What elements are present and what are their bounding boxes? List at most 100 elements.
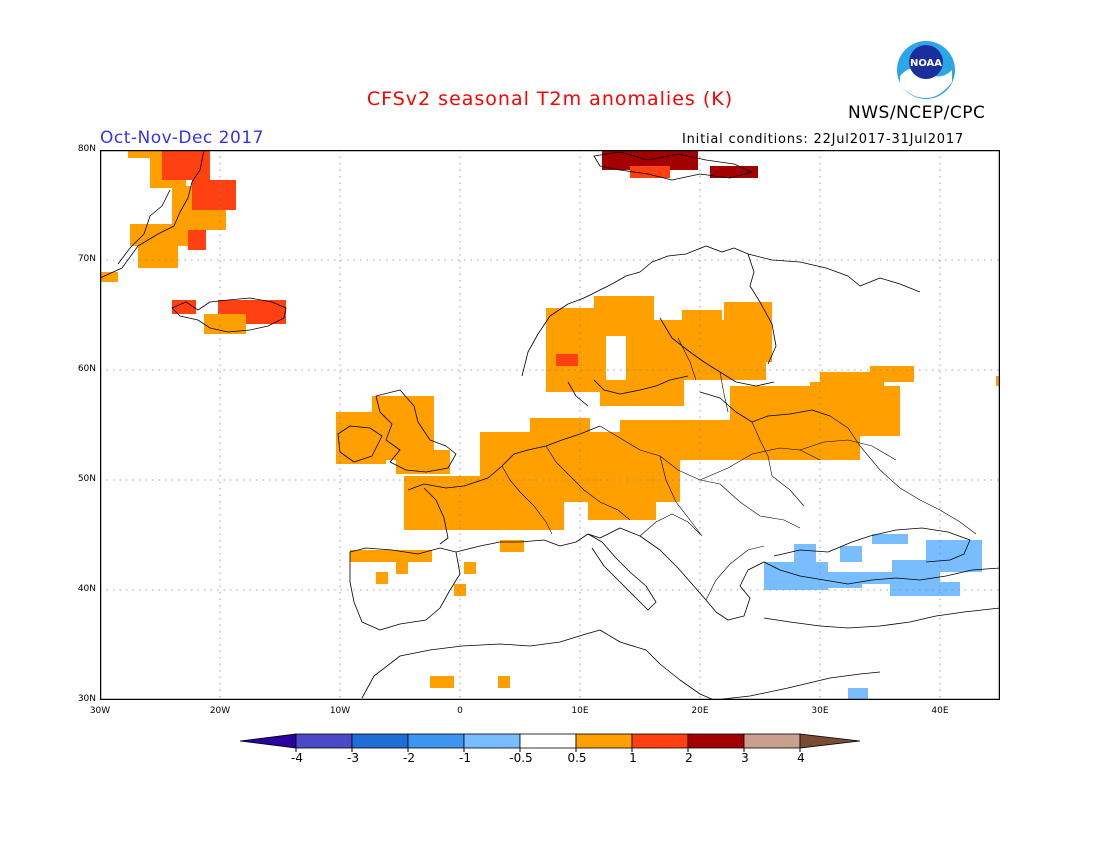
- colorbar-label: 2: [685, 751, 693, 765]
- lat-tick-50n: 50N: [77, 474, 96, 484]
- colorbar-segment: [407, 733, 465, 749]
- noaa-logo-text: NOAA: [910, 58, 942, 69]
- anomaly-cell: [138, 246, 178, 268]
- anomaly-cell: [794, 544, 816, 564]
- country-borders: [501, 337, 977, 601]
- coastline: [763, 561, 1000, 585]
- colorbar-label: 4: [797, 751, 805, 765]
- anomaly-cell: [396, 562, 408, 574]
- colorbar-segment: [463, 733, 521, 749]
- lat-tick-60n: 60N: [77, 364, 96, 374]
- coastline: [349, 547, 461, 631]
- anomaly-cell: [376, 572, 388, 584]
- anomaly-cell: [600, 380, 684, 406]
- anomaly-cell: [464, 562, 476, 574]
- anomaly-cell: [926, 540, 982, 572]
- anomaly-cell: [498, 676, 510, 688]
- coastline: [659, 317, 775, 387]
- lat-tick-70n: 70N: [77, 254, 96, 264]
- lon-tick-40e: 40E: [931, 706, 949, 716]
- anomaly-cell: [500, 540, 524, 552]
- anomaly-cell: [840, 546, 862, 562]
- anomaly-cell: [200, 210, 226, 230]
- anomaly-cell: [396, 450, 450, 474]
- colorbar-label: 0.5: [567, 751, 587, 765]
- anomaly-cell: [454, 584, 466, 596]
- noaa-logo: NOAA: [897, 41, 955, 99]
- lon-tick-20e: 20E: [691, 706, 709, 716]
- anomaly-cell: [630, 166, 670, 178]
- coastline: [747, 253, 777, 365]
- coastline: [407, 425, 601, 491]
- coastline: [117, 189, 171, 265]
- anomaly-cell: [996, 376, 1000, 386]
- anomaly-map: [100, 150, 1000, 700]
- colorbar-segment: [743, 733, 801, 749]
- coastline: [521, 245, 749, 377]
- anomaly-cells: [100, 150, 1000, 700]
- coastline: [593, 375, 689, 395]
- initial-conditions-label: Initial conditions: 22Jul2017-31Jul2017: [682, 132, 965, 147]
- coastline: [455, 533, 601, 553]
- country-border: [699, 447, 821, 481]
- colorbar-label: -4: [291, 751, 303, 765]
- anomaly-cell: [372, 396, 434, 460]
- anomaly-cell: [810, 382, 850, 412]
- colorbar-label: 3: [741, 751, 749, 765]
- anomaly-cell: [430, 676, 454, 688]
- country-border: [677, 337, 697, 381]
- season-label: Oct-Nov-Dec 2017: [100, 128, 264, 148]
- country-border: [719, 371, 729, 413]
- coastline: [361, 629, 715, 700]
- map-title: CFSv2 seasonal T2m anomalies (K): [366, 88, 734, 110]
- anomaly-cell: [130, 224, 188, 246]
- country-border: [799, 439, 897, 461]
- lat-tick-40n: 40N: [77, 584, 96, 594]
- coastline: [713, 671, 881, 700]
- anomaly-cell: [188, 230, 206, 250]
- lon-tick-10w: 10W: [329, 706, 351, 716]
- country-border: [545, 445, 631, 521]
- coastline: [567, 381, 589, 407]
- anomaly-cell: [128, 150, 182, 158]
- lon-tick-30w: 30W: [89, 706, 111, 716]
- anomaly-cell: [860, 572, 902, 584]
- colorbar-segment: [519, 733, 577, 749]
- coastline: [100, 150, 205, 279]
- coastline: [599, 527, 765, 621]
- coastline: [763, 607, 1000, 629]
- colorbar: [240, 733, 861, 752]
- colorbar-segment: [351, 733, 409, 749]
- colorbar-segment: [631, 733, 689, 749]
- anomaly-cell: [890, 582, 960, 596]
- anomaly-cell: [172, 300, 196, 314]
- coastline: [593, 151, 753, 181]
- coastline: [423, 487, 449, 545]
- colorbar-segment: [575, 733, 633, 749]
- anomaly-cell: [100, 272, 118, 282]
- gridlines: [100, 150, 1000, 700]
- coastlines: [100, 150, 1000, 700]
- anomaly-cell: [872, 534, 908, 544]
- anomaly-cell: [192, 180, 236, 210]
- coastline: [337, 425, 383, 463]
- colorbar-arrow-right: [799, 733, 861, 749]
- anomaly-cell: [816, 572, 862, 588]
- lon-tick-10e: 10E: [571, 706, 589, 716]
- anomaly-cell: [162, 150, 210, 180]
- map-border: [100, 150, 1000, 700]
- colorbar-segment: [295, 733, 353, 749]
- coastline: [747, 253, 921, 293]
- anomaly-cell: [350, 550, 432, 562]
- coastline: [587, 533, 657, 611]
- coastline: [375, 389, 457, 473]
- anomaly-cell: [530, 418, 590, 458]
- anomaly-cell: [682, 310, 722, 346]
- colorbar-label: -0.5: [509, 751, 533, 765]
- lat-tick-80n: 80N: [77, 144, 96, 154]
- coastline: [773, 527, 971, 563]
- lon-tick-20w: 20W: [209, 706, 231, 716]
- lon-tick-30e: 30E: [811, 706, 829, 716]
- agency-label: NWS/NCEP/CPC: [848, 103, 986, 123]
- coastline: [699, 391, 831, 423]
